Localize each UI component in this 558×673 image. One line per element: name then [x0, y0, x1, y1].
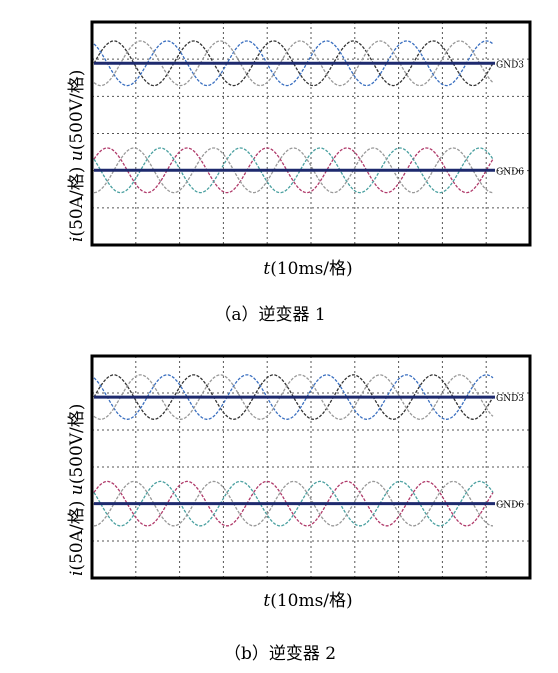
figure-inverter-1: GND3 GND6 i(50A/格) u(500V/格) t(10ms/格) （a… — [0, 0, 558, 336]
oscilloscope-plot: GND3 GND6 — [90, 20, 532, 247]
phase-waveform — [94, 147, 493, 194]
oscilloscope-plot: GND3 GND6 — [90, 354, 532, 580]
voltage-unit: (500V/格) — [67, 69, 87, 151]
phase-waveform — [93, 147, 494, 194]
phase-waveform — [93, 40, 494, 87]
voltage-unit: (500V/格) — [67, 403, 87, 485]
voltage-variable: u — [67, 484, 87, 496]
phase-waveform — [93, 480, 494, 527]
current-unit: (50A/格) — [67, 166, 87, 237]
y-axis-label: i(50A/格) u(500V/格) — [62, 404, 87, 576]
x-axis-label: t(10ms/格) — [263, 254, 352, 279]
plot-frame — [90, 20, 532, 247]
current-variable: i — [67, 236, 87, 242]
caption: （a）逆变器 1 — [214, 305, 326, 325]
ground-marker-label: GND6 — [496, 167, 524, 177]
current-variable: i — [67, 570, 87, 576]
ground-marker-label: GND6 — [496, 501, 524, 511]
ground-marker-label: GND3 — [496, 394, 524, 404]
figure-inverter-2: GND3 GND6 i(50A/格) u(500V/格) t(10ms/格) （b… — [0, 336, 558, 673]
time-unit: (10ms/格) — [270, 591, 353, 611]
plot-frame — [90, 354, 532, 580]
y-axis-label: i(50A/格) u(500V/格) — [62, 70, 87, 242]
caption: （b）逆变器 2 — [223, 644, 337, 664]
phase-waveform — [94, 480, 493, 527]
current-unit: (50A/格) — [67, 500, 87, 571]
x-axis-label: t(10ms/格) — [263, 586, 352, 611]
time-variable: t — [263, 259, 271, 279]
voltage-variable: u — [67, 150, 87, 162]
time-unit: (10ms/格) — [270, 259, 353, 279]
time-variable: t — [263, 591, 271, 611]
phase-waveform — [93, 374, 494, 420]
ground-marker-label: GND3 — [496, 60, 524, 70]
